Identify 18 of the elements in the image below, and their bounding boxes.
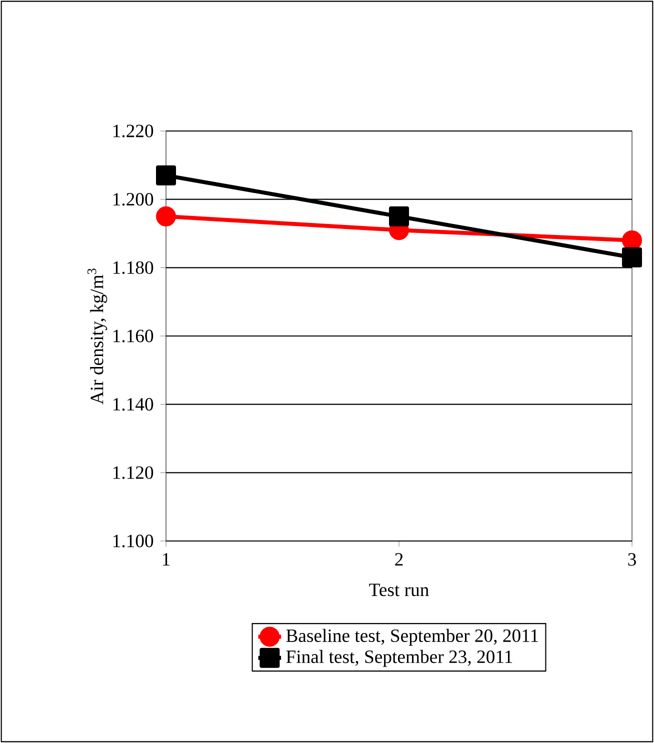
x-tick-label: 2 <box>395 553 403 566</box>
x-tick-label: 3 <box>628 553 636 566</box>
legend-label: Final test, September 23, 2011 <box>286 650 512 667</box>
y-tick-label: 1.160 <box>113 330 154 342</box>
x-axis-title: Test run <box>369 584 429 596</box>
x-tick-label: 1 <box>162 553 170 566</box>
y-tick-label: 1.100 <box>113 534 154 548</box>
point <box>389 206 410 226</box>
y-axis-title: Air density, kg/m$^{3}$ <box>87 268 108 404</box>
point <box>156 206 176 226</box>
y-tick-label: 1.180 <box>113 261 154 274</box>
y-tick-label: 1.140 <box>113 398 154 411</box>
y-tick-label: 1.200 <box>113 192 154 206</box>
y-tick-label: 1.220 <box>113 124 154 138</box>
y-tick-label: 1.120 <box>113 466 154 480</box>
point <box>622 247 642 268</box>
point <box>156 165 176 186</box>
legend-label: Baseline test, September 20, 2011 <box>286 628 538 646</box>
